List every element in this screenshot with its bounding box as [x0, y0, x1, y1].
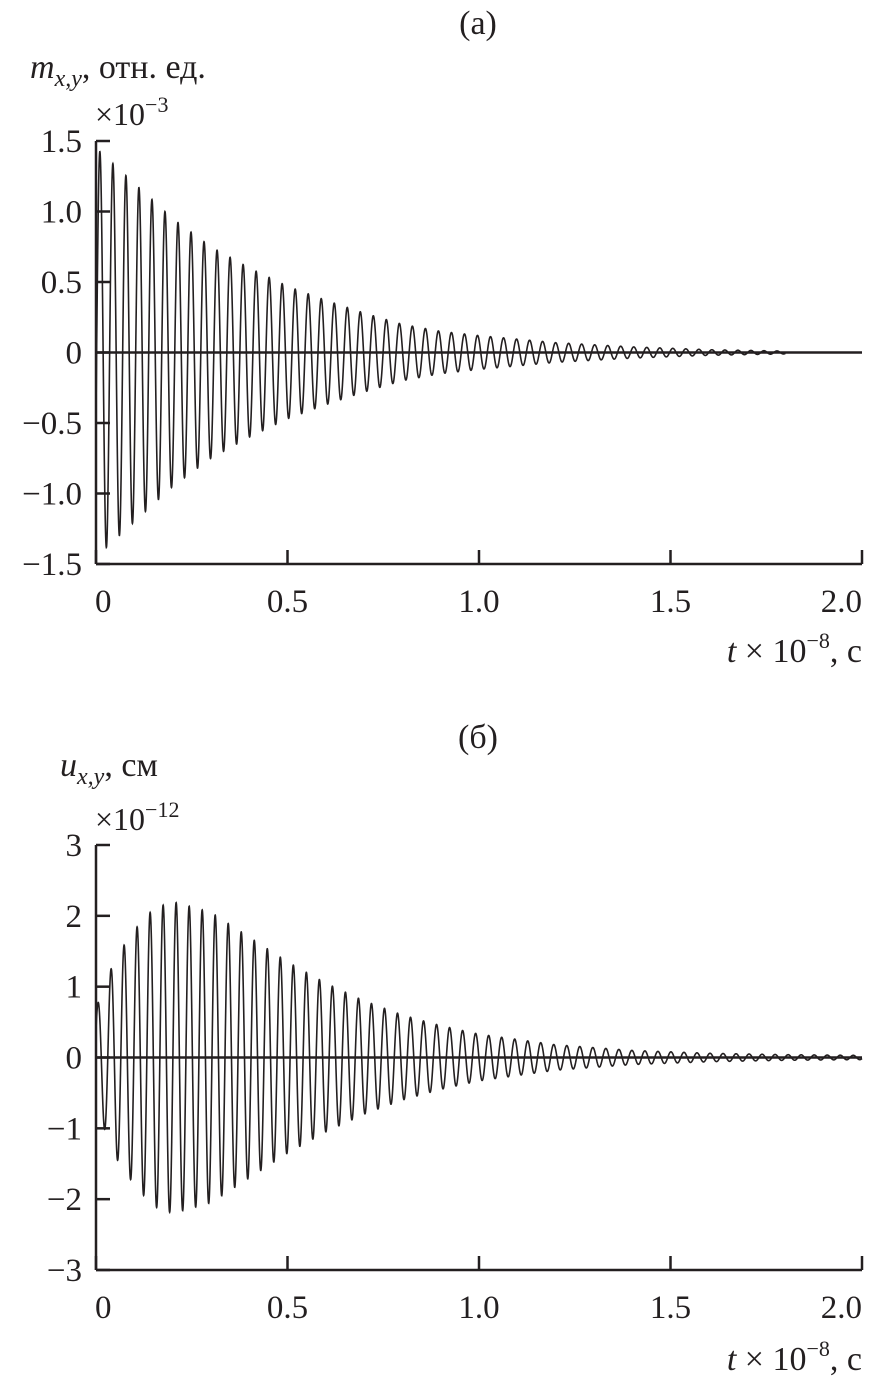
y-axis-multiplier: ×10−3: [95, 92, 168, 132]
x-tick-label: 0: [95, 1290, 112, 1326]
y-tick-label: 2: [66, 899, 83, 935]
x-tick-label: 2.0: [821, 1290, 862, 1326]
chart-title: (б): [458, 719, 498, 756]
y-tick-label: −1.0: [22, 477, 82, 513]
x-tick-label: 2.0: [821, 584, 862, 620]
y-axis-multiplier: ×10−12: [95, 797, 179, 837]
x-tick-label: 0: [95, 584, 112, 620]
x-axis-label: t × 10−8, с: [727, 628, 862, 670]
y-tick-label: −0.5: [22, 406, 82, 442]
x-tick-label: 1.5: [650, 584, 691, 620]
signal-series: [95, 150, 786, 550]
y-tick-label: 1.0: [41, 195, 82, 231]
chart-panel-a: (a) mx,y, отн. ед.×10−3 1.5 1.0 0.5 0 −0.5 −1.0…: [22, 5, 864, 670]
y-axis-label: ux,y, см: [60, 747, 158, 790]
x-tick-label: 1.5: [650, 1290, 691, 1326]
y-tick-label: 0.5: [41, 265, 82, 301]
chart-title: (a): [459, 5, 497, 42]
y-tick-label: 0: [66, 1041, 83, 1077]
y-tick-label: −2: [47, 1182, 82, 1218]
chart-panel-b: (б) ux,y, см ×10−12 3 2 1 0 −1 −2 −3 0 0.5 1.0 1.5 2.0…: [47, 719, 864, 1378]
x-tick-label: 0.5: [267, 584, 308, 620]
x-tick-label: 0.5: [267, 1290, 308, 1326]
x-tick-label: 1.0: [458, 1290, 499, 1326]
y-tick-label: 1.5: [41, 124, 82, 160]
y-tick-label: −1.5: [22, 547, 82, 583]
y-axis-label: mx,y, отн. ед.: [30, 49, 206, 92]
y-tick-label: −1: [47, 1111, 82, 1147]
y-tick-label: 3: [66, 828, 83, 864]
y-tick-label: −3: [47, 1253, 82, 1289]
x-axis-label: t × 10−8, с: [727, 1336, 862, 1378]
y-tick-label: 1: [66, 970, 83, 1006]
x-tick-label: 1.0: [458, 584, 499, 620]
signal-series: [95, 901, 863, 1215]
y-tick-label: 0: [66, 336, 83, 372]
